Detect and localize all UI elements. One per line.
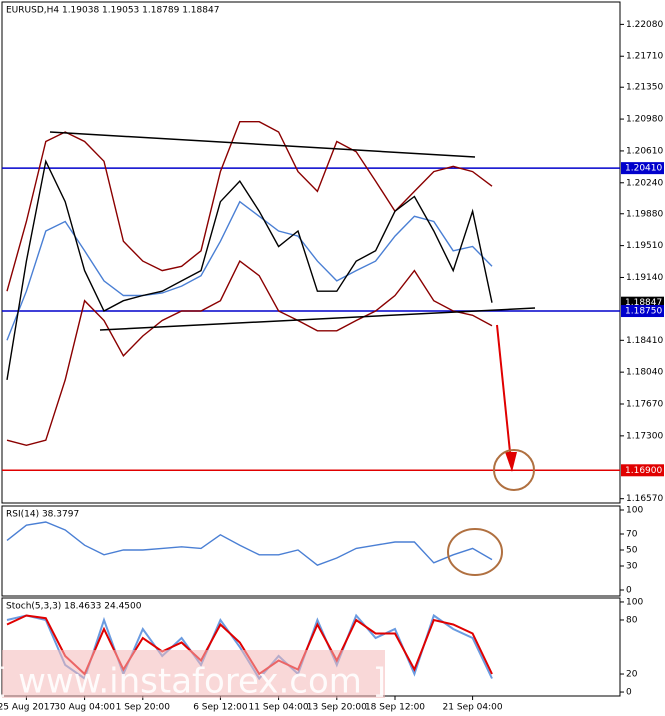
level-label: 1.16900 [625,466,662,476]
y-tick-label: 1.19510 [626,241,663,251]
watermark-box [2,650,385,698]
y-tick-label: 0 [626,688,632,698]
panel-title: Stoch(5,3,3) 18.4633 24.4500 [6,602,142,612]
level-label: 1.18750 [625,307,662,317]
y-tick-label: 1.20980 [626,115,663,125]
y-tick-label: 1.22080 [626,20,663,30]
trendline [99,307,536,331]
series-line [6,200,493,341]
y-tick-label: 30 [626,562,638,572]
watermark: [ www.instaforex.com ] [0,662,386,702]
y-tick-label: 100 [626,597,643,607]
x-tick-label: 6 Sep 12:00 [193,703,248,713]
rsi-frame [1,505,621,597]
y-tick-label: 1.19880 [626,209,663,219]
x-tick-label: 11 Sep 04:00 [249,703,309,713]
series-line [6,159,493,381]
arrow [496,324,512,463]
series-line [6,121,493,292]
main-frame [1,1,621,504]
trendline [49,131,476,158]
y-tick-label: 100 [626,506,643,516]
level-box [621,464,664,477]
level-box [621,305,664,318]
x-tick-label: 30 Aug 04:00 [54,703,115,713]
y-tick-label: 1.17670 [626,400,663,410]
y-tick-label: 70 [626,530,638,540]
arrow-head [505,452,517,472]
plot: EURUSD,H4 1.19038 1.19053 1.18789 1.1884… [0,6,664,713]
level-label: 1.20410 [625,164,662,174]
level-label: 1.18847 [625,298,662,308]
y-tick-label: 1.21350 [626,83,663,93]
y-tick-label: 20 [626,670,638,680]
x-tick-label: 18 Sep 12:00 [365,703,425,713]
y-tick-label: 1.20240 [626,178,663,188]
y-tick-label: 80 [626,615,638,625]
panel-title: EURUSD,H4 1.19038 1.19053 1.18789 1.1884… [6,6,219,16]
panel-title: RSI(14) 38.3797 [6,510,79,520]
y-tick-label: 1.18410 [626,336,663,346]
level-box [621,162,664,175]
x-tick-label: 1 Sep 20:00 [116,703,171,713]
y-tick-label: 1.17300 [626,431,663,441]
y-tick-label: 1.16570 [626,494,663,504]
target-circle [493,449,535,491]
x-tick-label: 13 Sep 20:00 [307,703,367,713]
x-tick-label: 25 Aug 2017 [0,703,55,713]
y-tick-label: 1.19140 [626,273,663,283]
y-tick-label: 50 [626,546,638,556]
rsi-circle [447,528,503,576]
y-tick-label: 0 [626,586,632,596]
y-tick-label: 1.18040 [626,368,663,378]
y-tick-label: 1.21710 [626,52,663,62]
y-tick-label: 1.20610 [626,146,663,156]
series-line [6,260,493,447]
x-tick-label: 21 Sep 04:00 [443,703,503,713]
series-line [6,521,493,566]
